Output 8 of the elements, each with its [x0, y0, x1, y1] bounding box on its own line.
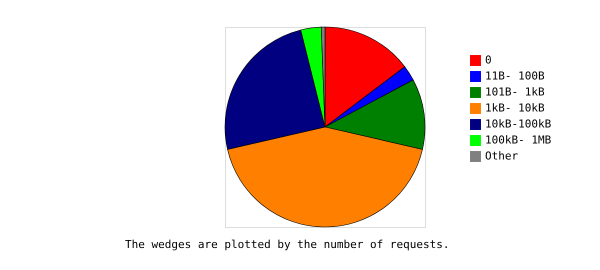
- legend-label: 100kB- 1MB: [485, 134, 552, 146]
- legend-label: 101B- 1kB: [485, 86, 545, 98]
- legend-label: 11B- 100B: [485, 70, 545, 82]
- legend-label: Other: [485, 150, 518, 162]
- text: The wedges are plotted by the number of requests.: [125, 238, 450, 251]
- legend-label: 1kB- 10kB: [485, 102, 545, 114]
- legend-label: 10kB-100kB: [485, 118, 552, 130]
- legend-label: 0: [485, 54, 492, 66]
